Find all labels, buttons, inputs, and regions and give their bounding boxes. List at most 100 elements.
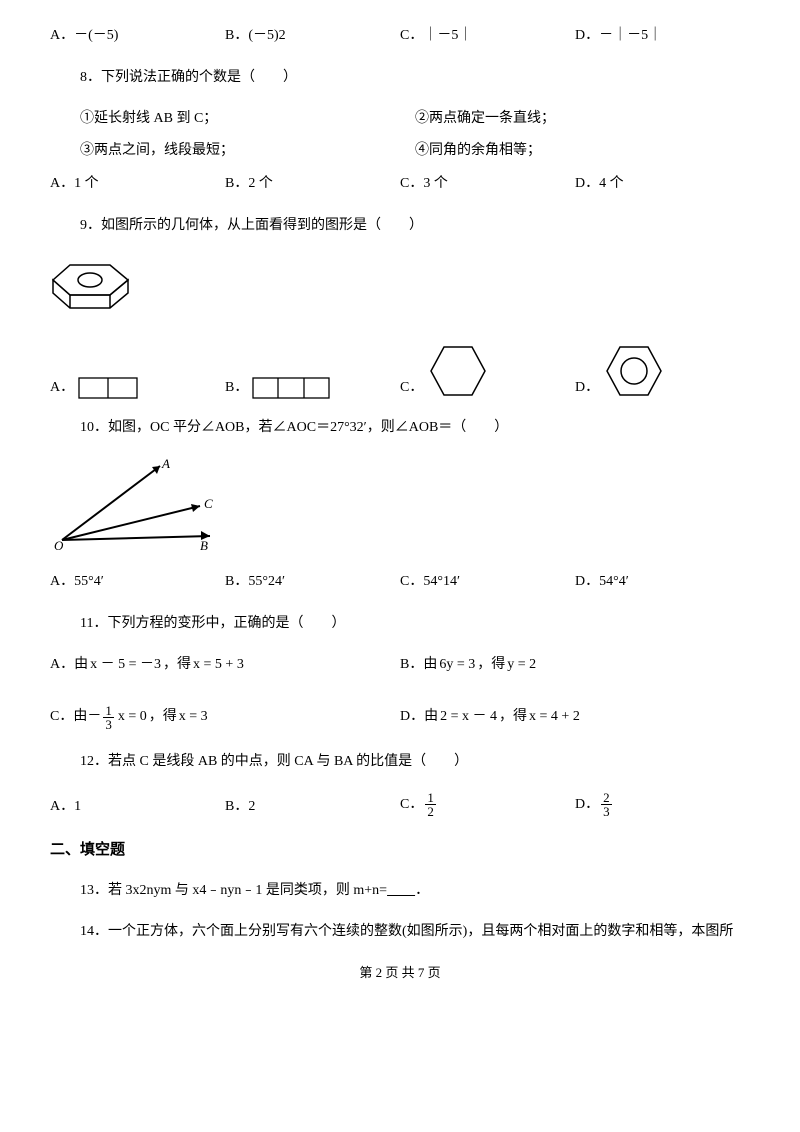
opt-text: －(－5) — [74, 28, 118, 43]
q10-opt-c: C．54°14′ — [400, 571, 575, 593]
opt-text: －｜－5｜ — [599, 28, 662, 43]
opt-eq2: x = 4 + 2 — [529, 706, 580, 728]
opt-text: 2 个 — [248, 176, 273, 191]
opt-label: D． — [400, 706, 424, 728]
opt-label: C． — [50, 706, 73, 728]
opt-label: B． — [225, 574, 248, 589]
opt-mid: ，得 — [163, 654, 191, 676]
q7-opt-c: C．｜－5｜ — [400, 25, 575, 47]
q8-s4: ④同角的余角相等； — [415, 140, 750, 162]
hexagon-circle-icon — [603, 343, 665, 399]
opt-label: A． — [50, 377, 74, 399]
q9-figure — [50, 255, 750, 325]
q8-opt-b: B．2 个 — [225, 173, 400, 195]
q8-opt-c: C．3 个 — [400, 173, 575, 195]
q8-sub1: ①延长射线 AB 到 C； ②两点确定一条直线； — [80, 108, 750, 130]
q7-options: A．－(－5) B．(－5)2 C．｜－5｜ D．－｜－5｜ — [50, 25, 750, 47]
opt-pre: 由 — [73, 706, 87, 728]
opt-text: 3 个 — [423, 176, 448, 191]
tail: ． — [415, 883, 429, 898]
q11-stem: 11．下列方程的变形中，正确的是（ ） — [80, 613, 750, 635]
opt-pre: 由 — [424, 706, 438, 728]
angle-bisector-icon: O A C B — [50, 458, 220, 553]
q8-opt-d: D．4 个 — [575, 173, 750, 195]
q8-s3: ③两点之间，线段最短； — [80, 140, 415, 162]
q10-figure: O A C B — [50, 458, 750, 553]
opt-sign: － — [87, 706, 101, 728]
opt-label: C． — [400, 574, 423, 589]
q-number: 10． — [80, 420, 108, 435]
q11-opt-a: A． 由 x － 5 = －3 ，得 x = 5 + 3 — [50, 654, 400, 676]
section-2-title: 二、填空题 — [50, 838, 750, 862]
opt-label: A． — [50, 28, 74, 43]
opt-eq: 2 = x － 4 — [440, 706, 497, 728]
q-text: 一个正方体，六个面上分别写有六个连续的整数(如图所示)，且每两个相对面上的数字和… — [108, 924, 733, 939]
q12-stem: 12．若点 C 是线段 AB 的中点，则 CA 与 BA 的比值是（ ） — [80, 751, 750, 773]
opt-text: 2 — [248, 799, 255, 814]
opt-label: D． — [575, 794, 599, 816]
opt-text: ｜－5｜ — [423, 28, 472, 43]
opt-eq: x － 5 = －3 — [90, 654, 161, 676]
q-text: 下列说法正确的个数是（ ） — [101, 70, 297, 85]
opt-label: B． — [225, 799, 248, 814]
opt-mid: ，得 — [149, 706, 177, 728]
hex-nut-3d-icon — [50, 255, 145, 325]
opt-label: D． — [575, 377, 599, 399]
q13-stem: 13．若 3x2nym 与 x4﹣nyn﹣1 是同类项，则 m+n= ． — [80, 880, 750, 902]
label-a: A — [161, 458, 170, 471]
q9-opt-c: C． — [400, 343, 575, 399]
opt-text: (－5)2 — [248, 28, 285, 43]
opt-text: 55°24′ — [248, 574, 285, 589]
q-number: 12． — [80, 754, 108, 769]
opt-pre: 由 — [423, 654, 437, 676]
opt-text: 1 个 — [74, 176, 99, 191]
q7-opt-a: A．－(－5) — [50, 25, 225, 47]
opt-eq: 6y = 3 — [439, 654, 475, 676]
frac-den: 3 — [601, 805, 612, 818]
opt-label: A． — [50, 176, 74, 191]
q9-opt-b: B． — [225, 377, 400, 399]
frac-den: 2 — [425, 805, 436, 818]
opt-label: C． — [400, 794, 423, 816]
opt-eq2: x = 5 + 3 — [193, 654, 244, 676]
q14-stem: 14．一个正方体，六个面上分别写有六个连续的整数(如图所示)，且每两个相对面上的… — [80, 921, 750, 943]
q12-opt-d: D． 2 3 — [575, 791, 750, 818]
opt-eq2: y = 2 — [507, 654, 536, 676]
q9-options: A． B． C． — [50, 343, 750, 399]
hexagon-icon — [427, 343, 489, 399]
label-b: B — [200, 538, 208, 553]
opt-label: A． — [50, 799, 74, 814]
q-text: 如图，OC 平分∠AOB，若∠AOC＝27°32′，则∠AOB＝（ ） — [108, 420, 508, 435]
opt-label: C． — [400, 28, 423, 43]
opt-pre: 由 — [74, 654, 88, 676]
q-text: 如图所示的几何体，从上面看得到的图形是（ ） — [101, 218, 423, 233]
opt-text: 54°14′ — [423, 574, 460, 589]
q11-row2: C． 由 － 1 3 x = 0 ，得 x = 3 D． 由 2 = x － 4… — [50, 704, 750, 731]
opt-text: 55°4′ — [74, 574, 104, 589]
label-o: O — [54, 538, 64, 553]
q8-sub2: ③两点之间，线段最短； ④同角的余角相等； — [80, 140, 750, 162]
opt-label: B． — [225, 176, 248, 191]
opt-label: D． — [575, 574, 599, 589]
q12-options: A．1 B．2 C． 1 2 D． 2 3 — [50, 791, 750, 818]
q11-opt-d: D． 由 2 = x － 4 ，得 x = 4 + 2 — [400, 704, 750, 731]
q7-opt-d: D．－｜－5｜ — [575, 25, 750, 47]
q8-options: A．1 个 B．2 个 C．3 个 D．4 个 — [50, 173, 750, 195]
q9-opt-d: D． — [575, 343, 750, 399]
opt-label: C． — [400, 377, 423, 399]
q11-row1: A． 由 x － 5 = －3 ，得 x = 5 + 3 B． 由 6y = 3… — [50, 654, 750, 676]
opt-label: D． — [575, 28, 599, 43]
two-squares-icon — [78, 377, 138, 399]
q-number: 13． — [80, 883, 108, 898]
q8-opt-a: A．1 个 — [50, 173, 225, 195]
opt-label: A． — [50, 654, 74, 676]
opt-text: 1 — [74, 799, 81, 814]
fraction-icon: 2 3 — [601, 791, 612, 818]
three-squares-icon — [252, 377, 330, 399]
q7-opt-b: B．(－5)2 — [225, 25, 400, 47]
opt-label: B． — [225, 28, 248, 43]
q-text: 若 3x2nym 与 x4﹣nyn﹣1 是同类项，则 m+n= — [108, 883, 387, 898]
q-text: 下列方程的变形中，正确的是（ ） — [107, 616, 345, 631]
q9-opt-a: A． — [50, 377, 225, 399]
opt-label: D． — [575, 176, 599, 191]
